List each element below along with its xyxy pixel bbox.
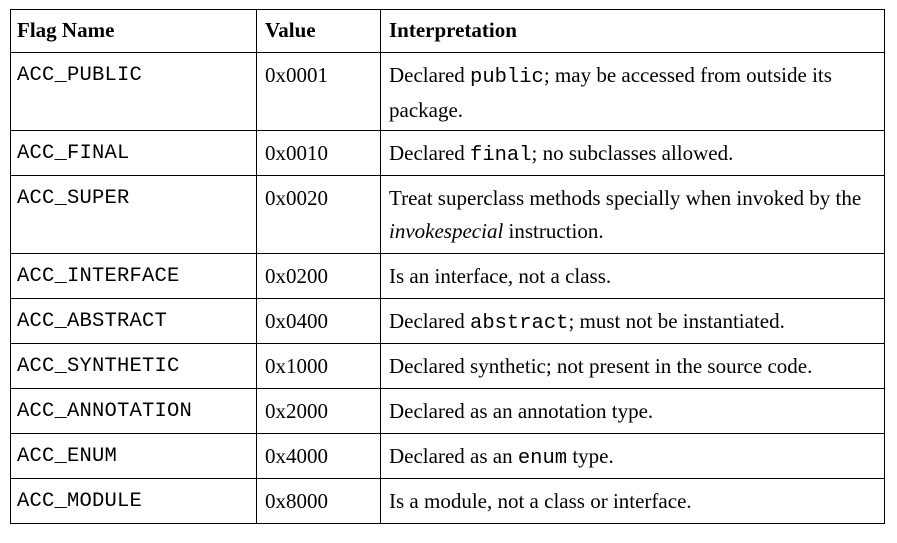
interpretation-text: instruction. — [503, 219, 604, 243]
table-row: ACC_SYNTHETIC 0x1000 Declared synthetic; n… — [10, 343, 885, 389]
flag-value-cell: 0x0010 — [256, 130, 381, 176]
table-row: ACC_MODULE 0x8000 Is a module, not a class… — [10, 478, 885, 524]
flag-value-cell: 0x2000 — [256, 388, 381, 434]
interpretation-cell: Declared synthetic; not present in the s… — [380, 343, 885, 389]
interpretation-cell: Declared final; no subclasses allowed. — [380, 130, 885, 176]
interpretation-cell: Treat superclass methods specially when … — [380, 175, 885, 254]
header-flag-name: Flag Name — [10, 9, 257, 53]
interpretation-text: Is an interface, not a class. — [389, 264, 612, 288]
flag-value-cell: 0x0200 — [256, 253, 381, 299]
flag-name-cell: ACC_SYNTHETIC — [10, 343, 257, 389]
flag-name-cell: ACC_ABSTRACT — [10, 298, 257, 344]
interpretation-text: Declared — [389, 63, 471, 87]
table-row: ACC_SUPER 0x0020 Treat superclass methods … — [10, 175, 885, 254]
flag-name-cell: ACC_FINAL — [10, 130, 257, 176]
header-value: Value — [256, 9, 381, 53]
interpretation-text: Declared — [389, 309, 471, 333]
access-flags-table: Flag Name Value Interpretation ACC_PUBLI… — [10, 9, 885, 524]
interpretation-cell: Declared as an enum type. — [380, 433, 885, 479]
table-row: ACC_ABSTRACT 0x0400 Declared abstract; mus… — [10, 298, 885, 344]
flag-name-cell: ACC_ANNOTATION — [10, 388, 257, 434]
flag-name-cell: ACC_INTERFACE — [10, 253, 257, 299]
inline-code: final — [470, 144, 532, 167]
header-interpretation: Interpretation — [380, 9, 885, 53]
table-row: ACC_FINAL 0x0010 Declared final; no subcla… — [10, 130, 885, 176]
flag-value-cell: 0x8000 — [256, 478, 381, 524]
interpretation-text: Declared synthetic; not present in the s… — [389, 354, 813, 378]
interpretation-cell: Declared abstract; must not be instantia… — [380, 298, 885, 344]
interpretation-cell: Declared as an annotation type. — [380, 388, 885, 434]
table-row: ACC_ENUM 0x4000 Declared as an enum type. — [10, 433, 885, 479]
italic-text: invokespecial — [389, 219, 504, 243]
interpretation-cell: Is an interface, not a class. — [380, 253, 885, 299]
flag-value-cell: 0x0001 — [256, 52, 381, 131]
flag-name-cell: ACC_ENUM — [10, 433, 257, 479]
table-body: ACC_PUBLIC 0x0001 Declared public; may be … — [10, 52, 885, 524]
inline-code: public — [470, 66, 544, 89]
table-row: ACC_INTERFACE 0x0200 Is an interface, not … — [10, 253, 885, 299]
flag-name-cell: ACC_SUPER — [10, 175, 257, 254]
interpretation-text: type. — [567, 444, 614, 468]
flag-value-cell: 0x4000 — [256, 433, 381, 479]
interpretation-text: Treat superclass methods specially when … — [389, 186, 862, 210]
table-row: ACC_ANNOTATION 0x2000 Declared as an annot… — [10, 388, 885, 434]
interpretation-text: Declared as an — [389, 444, 518, 468]
interpretation-text: Declared as an annotation type. — [389, 399, 654, 423]
inline-code: enum — [517, 447, 568, 470]
interpretation-text: ; no subclasses allowed. — [531, 141, 734, 165]
flag-name-cell: ACC_PUBLIC — [10, 52, 257, 131]
interpretation-text: ; may be accessed from outside its packa… — [389, 63, 832, 122]
interpretation-text: Is a module, not a class or interface. — [389, 489, 692, 513]
flag-value-cell: 0x0400 — [256, 298, 381, 344]
interpretation-cell: Declared public; may be accessed from ou… — [380, 52, 885, 131]
flag-value-cell: 0x1000 — [256, 343, 381, 389]
table-row: ACC_PUBLIC 0x0001 Declared public; may be … — [10, 52, 885, 131]
interpretation-text: Declared — [389, 141, 471, 165]
interpretation-cell: Is a module, not a class or interface. — [380, 478, 885, 524]
interpretation-text: ; must not be instantiated. — [568, 309, 785, 333]
inline-code: abstract — [470, 312, 569, 335]
flag-name-cell: ACC_MODULE — [10, 478, 257, 524]
flag-value-cell: 0x0020 — [256, 175, 381, 254]
table-header-row: Flag Name Value Interpretation — [10, 9, 885, 53]
